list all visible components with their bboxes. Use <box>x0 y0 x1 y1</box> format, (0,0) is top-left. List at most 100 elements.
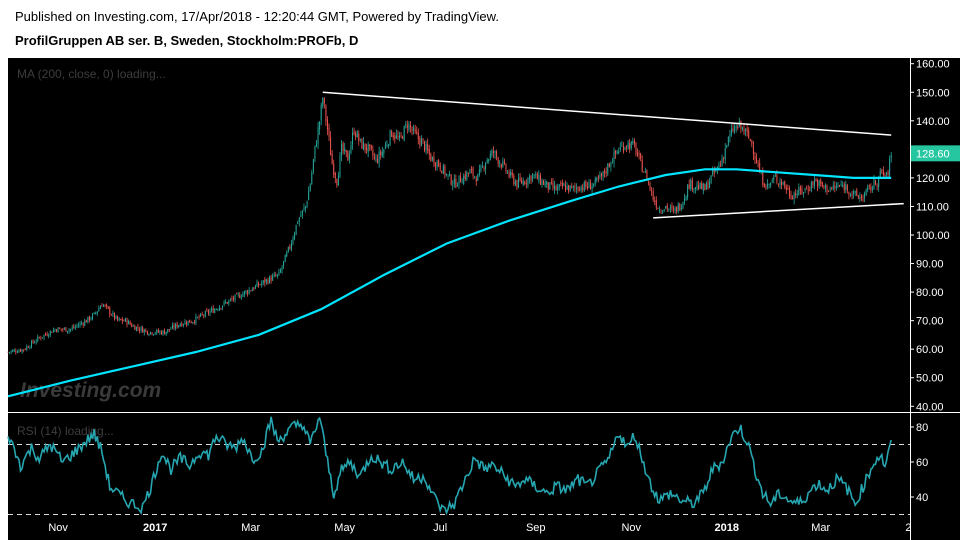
candle-body <box>709 181 711 189</box>
candle-body <box>507 171 509 173</box>
candle-body <box>228 300 230 304</box>
candle-body <box>810 181 812 191</box>
candle-body <box>60 328 62 330</box>
candle-body <box>40 337 42 339</box>
candle-body <box>289 246 291 249</box>
candle-body <box>366 148 368 151</box>
candle-body <box>209 311 211 314</box>
candle-body <box>436 161 438 168</box>
candle-body <box>481 165 483 167</box>
candle-body <box>398 135 400 139</box>
candle-body <box>337 175 339 186</box>
candle-body <box>707 182 709 189</box>
candle-body <box>328 128 330 137</box>
time-axis-label: Nov <box>48 522 68 534</box>
candle-body <box>103 304 105 307</box>
candle-body <box>212 307 214 313</box>
candle-body <box>723 158 725 159</box>
candle-body <box>561 182 563 187</box>
candle-body <box>319 121 321 130</box>
candle-body <box>622 146 624 152</box>
candle-body <box>652 191 654 200</box>
rsi-line <box>7 416 892 516</box>
candle-body <box>117 316 119 321</box>
candle-body <box>223 301 225 305</box>
candle-body <box>586 185 588 188</box>
candle-body <box>377 158 379 163</box>
candle-body <box>240 296 242 298</box>
candle-body <box>466 172 468 180</box>
candle-body <box>839 184 841 187</box>
candle-body <box>823 186 825 188</box>
candle-body <box>259 284 261 286</box>
candle-body <box>881 169 883 171</box>
candle-body <box>688 184 690 189</box>
candle-body <box>62 328 64 330</box>
candle-body <box>831 187 833 189</box>
candle-body <box>171 325 173 329</box>
candle-body <box>505 164 507 172</box>
candle-body <box>792 197 794 200</box>
candle-body <box>186 322 188 325</box>
candle-body <box>96 311 98 314</box>
candle-body <box>355 133 357 138</box>
candle-body <box>286 252 288 257</box>
candle-body <box>176 323 178 328</box>
candle-body <box>489 153 491 160</box>
candle-body <box>110 314 112 316</box>
candle-body <box>46 334 48 336</box>
candle-body <box>666 205 668 210</box>
candle-body <box>543 180 545 185</box>
candle-body <box>530 175 532 181</box>
time-axis-label: 2017 <box>143 522 167 534</box>
candle-body <box>730 128 732 134</box>
candle-body <box>207 310 209 314</box>
candle-body <box>541 180 543 186</box>
candle-body <box>785 186 787 191</box>
candle-body <box>583 182 585 192</box>
candle-body <box>887 171 889 175</box>
candle-body <box>373 157 375 158</box>
candle-body <box>605 172 607 173</box>
candle-body <box>849 194 851 196</box>
price-tick-label: 110.00 <box>916 201 949 213</box>
candle-body <box>770 183 772 186</box>
candle-body <box>774 175 776 177</box>
investing-watermark: Investing.com <box>20 379 161 402</box>
candle-body <box>860 196 862 199</box>
candle-body <box>727 136 729 145</box>
candle-body <box>647 182 649 183</box>
candle-body <box>380 151 382 155</box>
candle-body <box>283 260 285 266</box>
candle-body <box>532 173 534 180</box>
candle-body <box>651 190 653 192</box>
candle-body <box>737 126 739 129</box>
candle-body <box>665 206 667 208</box>
candle-body <box>818 180 820 187</box>
price-tick-label: 150.00 <box>916 87 950 99</box>
candle-body <box>409 125 411 128</box>
candle-body <box>796 194 798 196</box>
candle-body <box>65 327 67 332</box>
candle-body <box>378 151 380 164</box>
candle-body <box>658 209 660 211</box>
candle-body <box>590 183 592 190</box>
candle-body <box>516 180 518 188</box>
candle-body <box>270 277 272 282</box>
candle-body <box>485 163 487 170</box>
candle-body <box>359 139 361 140</box>
candle-body <box>395 135 397 138</box>
candle-body <box>384 144 386 149</box>
candle-body <box>225 302 227 303</box>
time-axis-label: Jul <box>433 522 447 534</box>
candle-body <box>419 137 421 145</box>
candle-body <box>610 163 612 167</box>
candle-body <box>726 145 728 148</box>
time-axis-panel <box>8 518 910 540</box>
candle-body <box>109 307 111 315</box>
candle-body <box>215 308 217 310</box>
candle-body <box>768 184 770 186</box>
candle-body <box>701 182 703 190</box>
ma-indicator-label: MA (200, close, 0) loading... <box>17 67 166 81</box>
